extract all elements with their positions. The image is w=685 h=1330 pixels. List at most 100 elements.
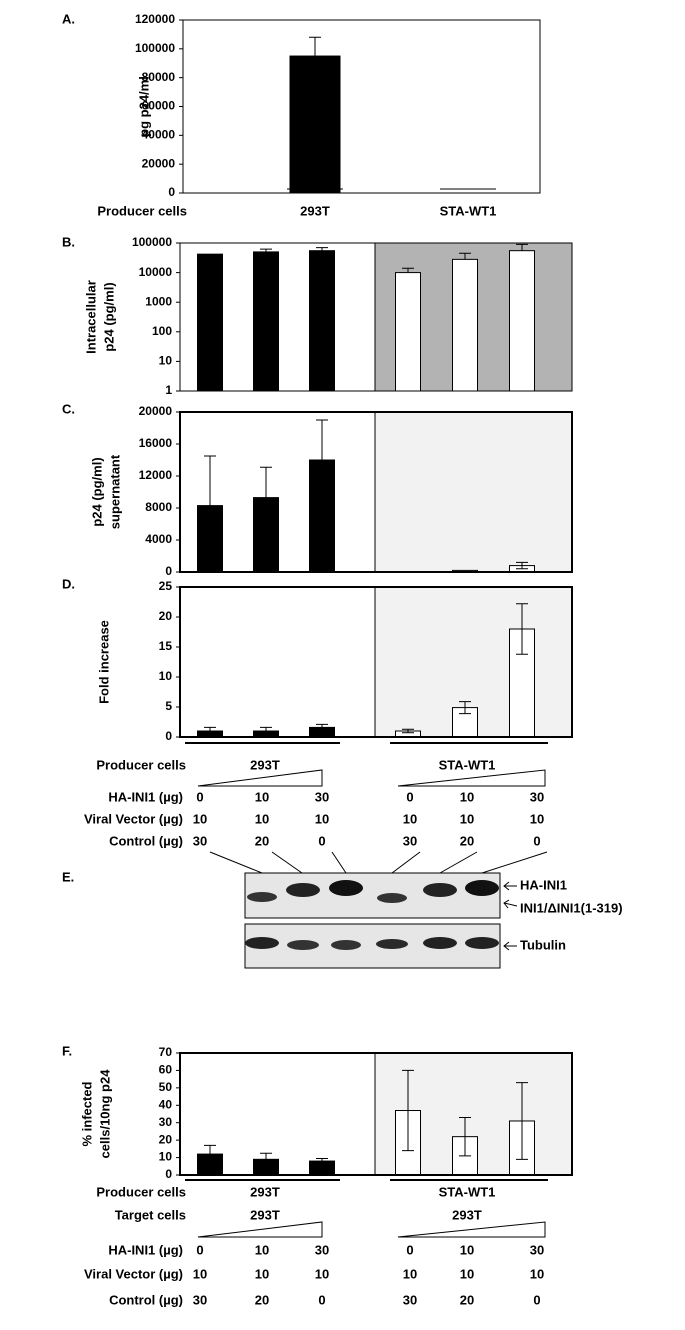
cell: 0	[533, 833, 540, 848]
cell: 20	[460, 833, 474, 848]
cell: 10	[255, 811, 269, 826]
cell: 30	[315, 1242, 329, 1257]
cell: 10	[255, 789, 269, 804]
plot-frame	[179, 1052, 573, 1176]
arrow	[503, 881, 517, 891]
cell: 0	[196, 1242, 203, 1257]
band-label: HA-INI1	[520, 877, 567, 892]
cell: 10	[315, 1266, 329, 1281]
group-label: 293T	[250, 1207, 280, 1222]
row-label: HA-INI1 (µg)	[108, 1242, 183, 1257]
y-tick-label: 4000	[145, 532, 172, 546]
row-label: Viral Vector (µg)	[84, 1266, 183, 1281]
bar	[309, 250, 335, 392]
row-label: Viral Vector (µg)	[84, 811, 183, 826]
band	[286, 883, 320, 897]
y-tick-label: 0	[168, 185, 175, 199]
cell: 30	[193, 833, 207, 848]
cell: 30	[403, 833, 417, 848]
blot: E. HA-INI1 INI1/ΔINI1(1-319) Tubulin	[62, 869, 623, 969]
band	[247, 892, 277, 902]
y-axis-label: % infected	[79, 1081, 94, 1146]
band	[331, 940, 361, 950]
error-bar	[260, 248, 272, 252]
cell: 10	[315, 811, 329, 826]
panel-label: F.	[62, 1043, 72, 1058]
lane-connector	[391, 851, 421, 874]
y-tick-label: 100000	[135, 41, 175, 55]
cell: 10	[460, 1266, 474, 1281]
y-tick-label: 8000	[145, 500, 172, 514]
y-tick-label: 120000	[135, 12, 175, 26]
cell: 10	[530, 1266, 544, 1281]
shaded-region	[375, 412, 572, 572]
blot-panel	[244, 923, 501, 969]
y-tick-label: 50	[159, 1080, 173, 1094]
error-bar	[204, 455, 216, 556]
plot-frame	[179, 586, 573, 738]
plot-frame	[179, 242, 573, 392]
y-tick-label: 100	[152, 324, 172, 338]
band-label: INI1/ΔINI1(1-319)	[520, 900, 623, 915]
y-tick-label: 60	[159, 1063, 173, 1077]
error-bar	[316, 723, 328, 731]
y-tick-label: 10	[159, 1150, 173, 1164]
y-axis-label: Intracellular	[83, 280, 98, 354]
bar	[197, 253, 223, 392]
y-axis-label: p24 (pg/ml)	[89, 457, 104, 526]
error-bar	[459, 252, 471, 260]
band	[245, 937, 279, 949]
y-tick-label: 0	[165, 1167, 172, 1181]
x-tick-label: 293T	[300, 203, 330, 218]
error-bar	[204, 1144, 216, 1164]
y-tick-label: 1000	[145, 294, 172, 308]
error-bar	[204, 726, 216, 736]
cell: 30	[530, 789, 544, 804]
y-tick-label: 10	[159, 669, 173, 683]
y-tick-label: 10	[159, 354, 173, 368]
arrow	[503, 941, 517, 951]
band	[423, 883, 457, 897]
group-label: 293T	[250, 757, 280, 772]
row-label: Producer cells	[96, 757, 186, 772]
error-bar	[516, 1082, 528, 1160]
y-axis-label: supernatant	[107, 454, 122, 529]
lane-connector	[271, 851, 303, 874]
error-bar	[309, 36, 321, 57]
cell: 20	[460, 1292, 474, 1307]
panel-label: A.	[62, 11, 75, 26]
band	[423, 937, 457, 949]
row-label: Control (µg)	[109, 833, 183, 848]
cell: 20	[255, 1292, 269, 1307]
y-tick-label: 80000	[142, 70, 176, 84]
band	[465, 880, 499, 896]
group-label: STA-WT1	[439, 1184, 496, 1199]
arrow	[503, 899, 518, 909]
cell: 30	[315, 789, 329, 804]
cell: 30	[530, 1242, 544, 1257]
lane-connector	[439, 851, 478, 874]
error-bar	[516, 603, 528, 655]
gradient-triangle	[397, 1221, 546, 1238]
y-tick-label: 70	[159, 1045, 173, 1059]
y-tick-label: 100000	[132, 235, 172, 249]
bar	[289, 55, 341, 194]
cell: 10	[530, 811, 544, 826]
plot-frame	[182, 19, 541, 194]
bar	[395, 272, 421, 392]
error-bar	[316, 1157, 328, 1165]
error-bar	[260, 466, 272, 529]
error-bar	[402, 728, 414, 734]
y-tick-label: 0	[165, 564, 172, 578]
lane-connector	[209, 851, 263, 874]
y-tick-label: 0	[165, 729, 172, 743]
cell: 0	[406, 1242, 413, 1257]
error-bar	[316, 247, 328, 251]
error-bar	[516, 561, 528, 570]
cell: 10	[403, 811, 417, 826]
gradient-triangle	[197, 769, 323, 787]
y-axis-label: p24 (pg/ml)	[101, 282, 116, 351]
error-bar	[516, 243, 528, 251]
band	[376, 939, 408, 949]
